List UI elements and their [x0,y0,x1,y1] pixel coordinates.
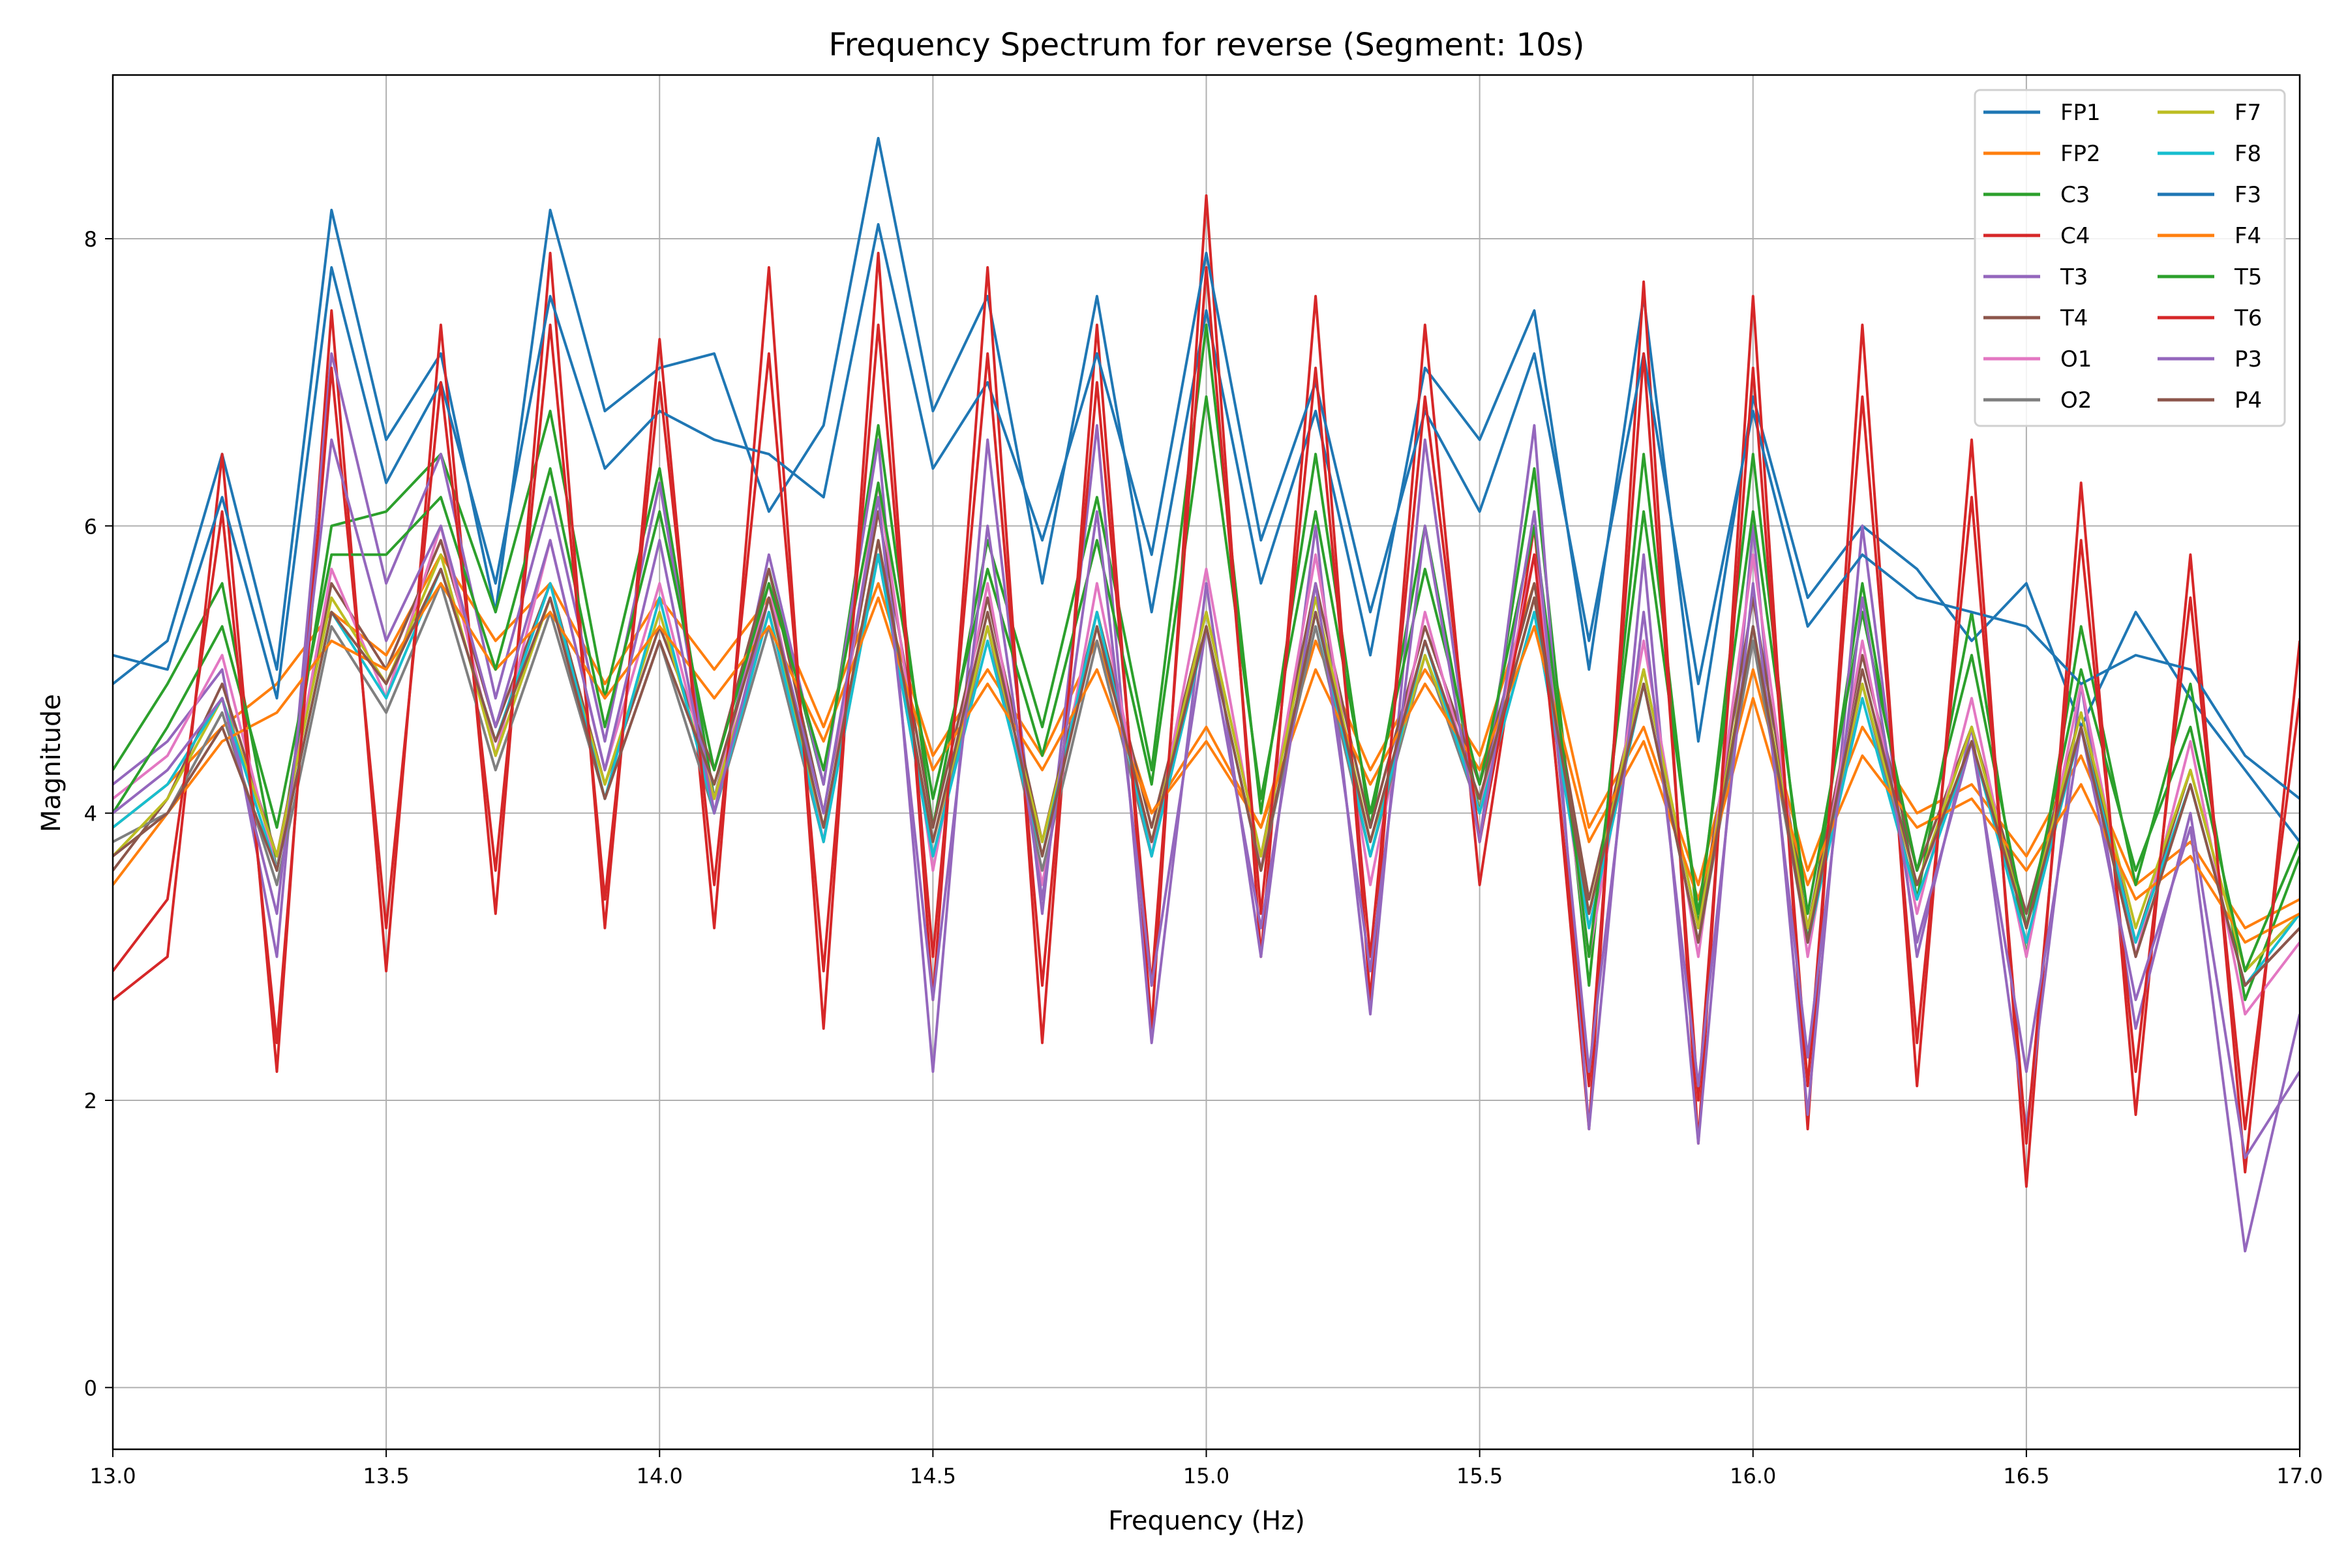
y-tick-label: 0 [84,1376,97,1400]
x-tick-label: 14.5 [910,1464,956,1488]
legend-item-o1: O1 [1983,346,2092,372]
legend-label: F8 [2235,141,2261,167]
legend-label: F4 [2235,223,2261,249]
y-axis-label: Magnitude [37,694,67,832]
series-line-f4 [113,582,2300,944]
legend-item-c3: C3 [1983,182,2090,208]
y-tick-label: 6 [84,514,97,539]
legend-box [1974,89,2286,427]
legend-item-fp2: FP2 [1983,141,2101,167]
y-tick-label: 4 [84,802,97,826]
x-tick-label: 17.0 [2276,1464,2323,1488]
legend-item-o2: O2 [1983,387,2092,414]
series-line-t6 [113,266,2300,1145]
legend-item-t4: T4 [1983,305,2088,331]
series-line-fp1 [113,136,2300,843]
legend-item-t6: T6 [2158,305,2262,331]
x-tick-label: 14.0 [637,1464,683,1488]
legend-item-f3: F3 [2158,182,2261,208]
x-tick-label: 15.0 [1183,1464,1229,1488]
series-line-t5 [113,395,2300,972]
y-axis-ticks: 0 2 4 6 8 [84,227,113,1400]
legend-label: F7 [2235,100,2261,126]
legend-label: FP1 [2060,100,2101,126]
x-tick-label: 13.0 [89,1464,136,1488]
legend-label: P3 [2235,346,2262,372]
legend-label: FP2 [2060,141,2101,167]
series-line-f3 [113,223,2300,800]
legend-label: F3 [2235,182,2261,208]
legend-label: C4 [2060,223,2090,249]
legend-label: O1 [2060,346,2092,372]
x-tick-label: 13.5 [363,1464,410,1488]
legend-label: C3 [2060,182,2090,208]
legend-item-f7: F7 [2158,100,2261,126]
legend: FP1 FP2 C3 C4 T3 T4 O1 O2 F7 F8 F3 F4 T5 T6 P3 P4 [1974,89,2286,427]
series-lines [113,136,2300,1253]
legend-item-t3: T3 [1983,264,2088,290]
legend-item-f4: F4 [2158,223,2261,249]
x-axis-ticks: 13.0 13.5 14.0 14.5 15.0 15.5 16.0 16.5 17.0 [89,1449,2323,1488]
legend-label: O2 [2060,387,2092,414]
chart-title: Frequency Spectrum for reverse (Segment:… [829,27,1585,63]
legend-item-t5: T5 [2158,264,2262,290]
series-line-o1 [113,481,2300,1016]
legend-item-f8: F8 [2158,141,2261,167]
legend-label: T6 [2234,305,2262,331]
series-line-f7 [113,539,2300,972]
y-tick-label: 8 [84,227,97,252]
y-tick-label: 2 [84,1089,97,1113]
legend-label: P4 [2235,387,2262,414]
legend-item-fp1: FP1 [1983,100,2101,126]
legend-label: T3 [2060,264,2088,290]
legend-item-p3: P3 [2158,346,2262,372]
legend-item-p4: P4 [2158,387,2262,414]
x-tick-label: 16.0 [1730,1464,1776,1488]
legend-item-c4: C4 [1983,223,2090,249]
legend-label: T5 [2234,264,2262,290]
x-tick-label: 15.5 [1456,1464,1503,1488]
x-axis-label: Frequency (Hz) [1108,1506,1305,1536]
x-tick-label: 16.5 [2003,1464,2049,1488]
series-line-p4 [113,539,2300,987]
legend-label: T4 [2060,305,2088,331]
